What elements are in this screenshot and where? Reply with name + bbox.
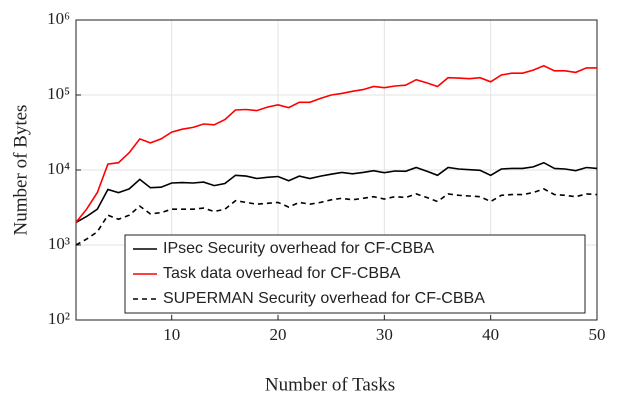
legend-label: Task data overhead for CF-CBBA (163, 265, 401, 282)
y-tick-label: 10² (48, 309, 70, 328)
y-tick-label: 10⁶ (47, 9, 70, 28)
series-line (75, 161, 598, 224)
x-tick-label: 40 (482, 325, 499, 344)
x-tick-label: 10 (163, 325, 180, 344)
y-tick-label: 10⁴ (47, 159, 70, 178)
y-axis-label: Number of Bytes (10, 105, 31, 236)
x-tick-label: 20 (270, 325, 287, 344)
x-tick-label: 30 (376, 325, 393, 344)
y-tick-label: 10³ (48, 234, 70, 253)
series-line (75, 64, 597, 223)
plot-frame (75, 19, 598, 321)
x-tick-label: 50 (589, 325, 606, 344)
legend-label: IPsec Security overhead for CF-CBBA (163, 240, 435, 257)
legend-label: SUPERMAN Security overhead for CF-CBBA (163, 290, 485, 307)
series-line (75, 188, 598, 246)
legend-box (124, 234, 586, 314)
y-tick-label: 10⁵ (47, 84, 70, 103)
x-axis-label: Number of Tasks (265, 374, 395, 395)
